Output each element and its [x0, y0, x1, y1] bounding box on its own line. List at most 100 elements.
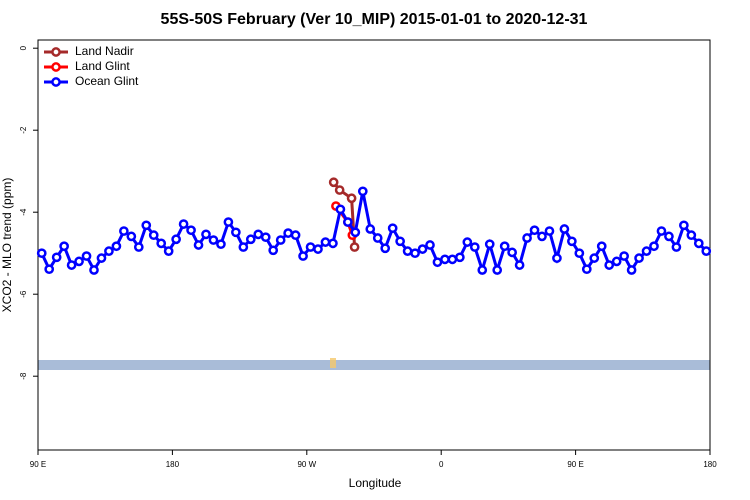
- data-point: [522, 233, 532, 243]
- data-point: [343, 217, 353, 227]
- data-point: [581, 264, 592, 275]
- data-point: [380, 243, 391, 254]
- data-point: [469, 242, 480, 252]
- data-point: [260, 232, 271, 243]
- data-point: [507, 247, 517, 258]
- data-point: [544, 226, 555, 236]
- data-point: [268, 245, 279, 256]
- x-tick-label: 180: [703, 460, 717, 469]
- data-point: [499, 241, 510, 252]
- data-point: [328, 238, 338, 249]
- data-point: [425, 240, 435, 250]
- legend-marker: [51, 62, 61, 72]
- legend-label: Ocean Glint: [75, 74, 139, 88]
- x-tick-label: 180: [166, 460, 180, 469]
- data-point: [141, 220, 152, 231]
- data-point: [51, 252, 62, 263]
- data-point: [66, 260, 77, 270]
- x-tick-label: 0: [439, 460, 444, 469]
- data-point: [589, 253, 600, 263]
- x-tick-label: 90 W: [297, 460, 316, 469]
- data-point: [492, 265, 503, 275]
- series-line: [332, 181, 357, 248]
- data-point: [96, 253, 107, 263]
- data-point: [357, 186, 368, 197]
- data-point: [111, 241, 122, 252]
- data-point: [290, 230, 301, 241]
- data-point: [81, 251, 92, 261]
- data-point: [552, 253, 562, 263]
- data-point: [334, 185, 345, 195]
- data-point: [208, 235, 219, 245]
- data-point: [283, 228, 293, 238]
- x-tick-label: 90 E: [567, 460, 583, 469]
- data-point: [641, 246, 652, 256]
- data-point: [238, 242, 249, 252]
- legend-label: Land Glint: [75, 59, 130, 73]
- data-point: [462, 237, 473, 247]
- data-point: [298, 251, 308, 261]
- legend-label: Land Nadir: [75, 44, 134, 58]
- data-point: [36, 248, 47, 259]
- background-band: [38, 360, 710, 370]
- data-point: [305, 242, 316, 252]
- data-point: [484, 239, 495, 250]
- data-point: [686, 230, 697, 241]
- data-point: [346, 193, 357, 204]
- data-point: [649, 241, 659, 252]
- data-point: [126, 231, 137, 242]
- data-point: [74, 256, 84, 267]
- data-point: [163, 246, 174, 256]
- data-point: [410, 248, 420, 259]
- data-point: [275, 235, 286, 245]
- data-point: [626, 265, 637, 275]
- data-point: [372, 233, 383, 243]
- data-point: [253, 229, 264, 240]
- data-point: [671, 242, 682, 252]
- data-point: [216, 239, 226, 250]
- data-point: [634, 253, 644, 263]
- data-point: [44, 264, 55, 275]
- y-tick-label: -8: [19, 372, 28, 380]
- data-point: [89, 265, 99, 275]
- data-point: [156, 238, 167, 249]
- data-point: [693, 238, 704, 249]
- data-point: [455, 252, 465, 263]
- data-point: [611, 256, 622, 267]
- data-point: [193, 240, 204, 250]
- data-point: [350, 227, 361, 238]
- data-point: [335, 204, 346, 215]
- y-axis-label: XCO2 - MLO trend (ppm): [0, 178, 14, 313]
- data-point: [178, 219, 189, 229]
- data-point: [440, 254, 450, 265]
- data-point: [656, 226, 667, 236]
- data-point: [417, 244, 428, 254]
- data-point: [320, 237, 331, 247]
- y-tick-label: -4: [19, 208, 28, 216]
- legend-marker: [51, 47, 61, 57]
- data-point: [171, 234, 181, 245]
- data-point: [559, 224, 570, 234]
- data-point: [201, 229, 211, 240]
- x-tick-label: 90 E: [30, 460, 46, 469]
- data-point: [133, 242, 144, 252]
- data-point: [619, 251, 629, 261]
- data-point: [313, 244, 323, 254]
- data-point: [395, 236, 405, 247]
- data-point: [679, 220, 689, 231]
- data-point: [59, 241, 69, 252]
- data-point: [664, 231, 674, 242]
- legend-marker: [51, 77, 61, 87]
- y-tick-label: 0: [19, 45, 28, 50]
- data-point: [387, 223, 398, 234]
- data-point: [365, 224, 376, 234]
- y-tick-label: -6: [19, 290, 28, 298]
- data-point: [245, 234, 256, 245]
- data-point: [328, 177, 339, 188]
- data-point: [104, 246, 114, 256]
- data-point: [186, 225, 196, 236]
- background-spot: [330, 358, 336, 368]
- data-point: [432, 257, 443, 268]
- data-point: [231, 227, 241, 238]
